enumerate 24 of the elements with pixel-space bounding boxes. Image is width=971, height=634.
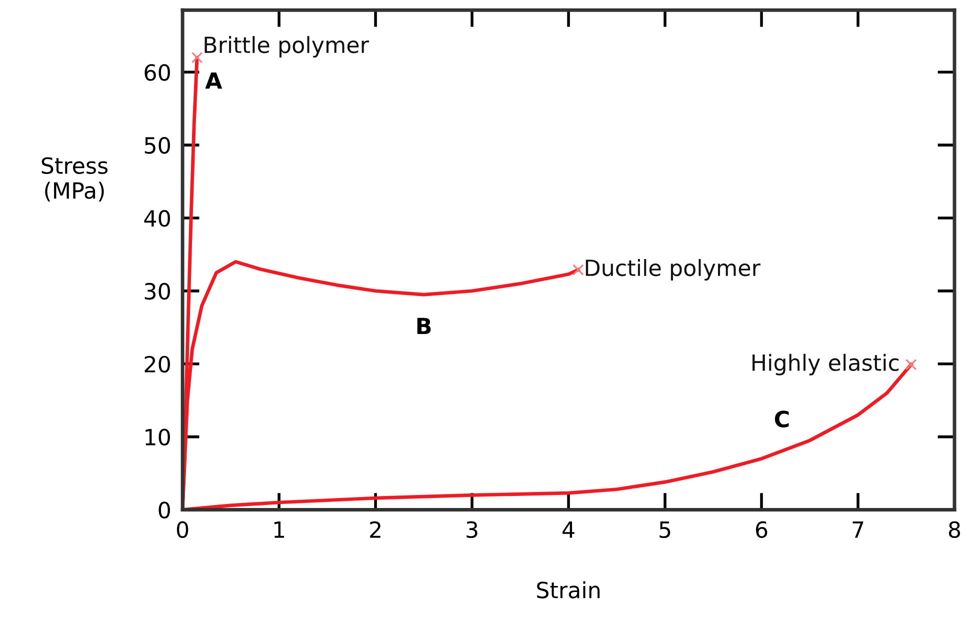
x-tick-label: 3	[466, 521, 478, 538]
y-tick-label: 0	[158, 502, 170, 518]
y-tick-label: 30	[144, 282, 170, 300]
x-tick-label: 6	[756, 521, 768, 538]
y-tick-label: 40	[144, 210, 170, 227]
y-tick-label: 60	[144, 64, 170, 81]
annotation: C	[774, 410, 789, 428]
x-tick-label: 1	[274, 522, 284, 538]
annotation: B	[417, 318, 431, 334]
y-tick-label: 50	[144, 137, 170, 154]
y-axis-title: Stress (MPa)	[42, 157, 108, 202]
series-label: Brittle polymer	[204, 36, 369, 58]
x-tick-label: 2	[370, 521, 380, 538]
x-axis-title: Strain	[537, 581, 600, 598]
series-label: Ductile polymer	[586, 259, 760, 281]
x-tick-label: 4	[562, 522, 574, 538]
x-tick-label: 5	[660, 522, 670, 538]
x-tick-label: 7	[852, 522, 864, 538]
x-tick-label: 8	[948, 521, 960, 538]
series-label: Highly elastic	[752, 354, 899, 376]
y-tick-label: 20	[144, 356, 170, 373]
y-tick-label: 10	[146, 428, 170, 446]
annotation: A	[205, 72, 222, 89]
x-tick-label: 0	[176, 521, 188, 538]
